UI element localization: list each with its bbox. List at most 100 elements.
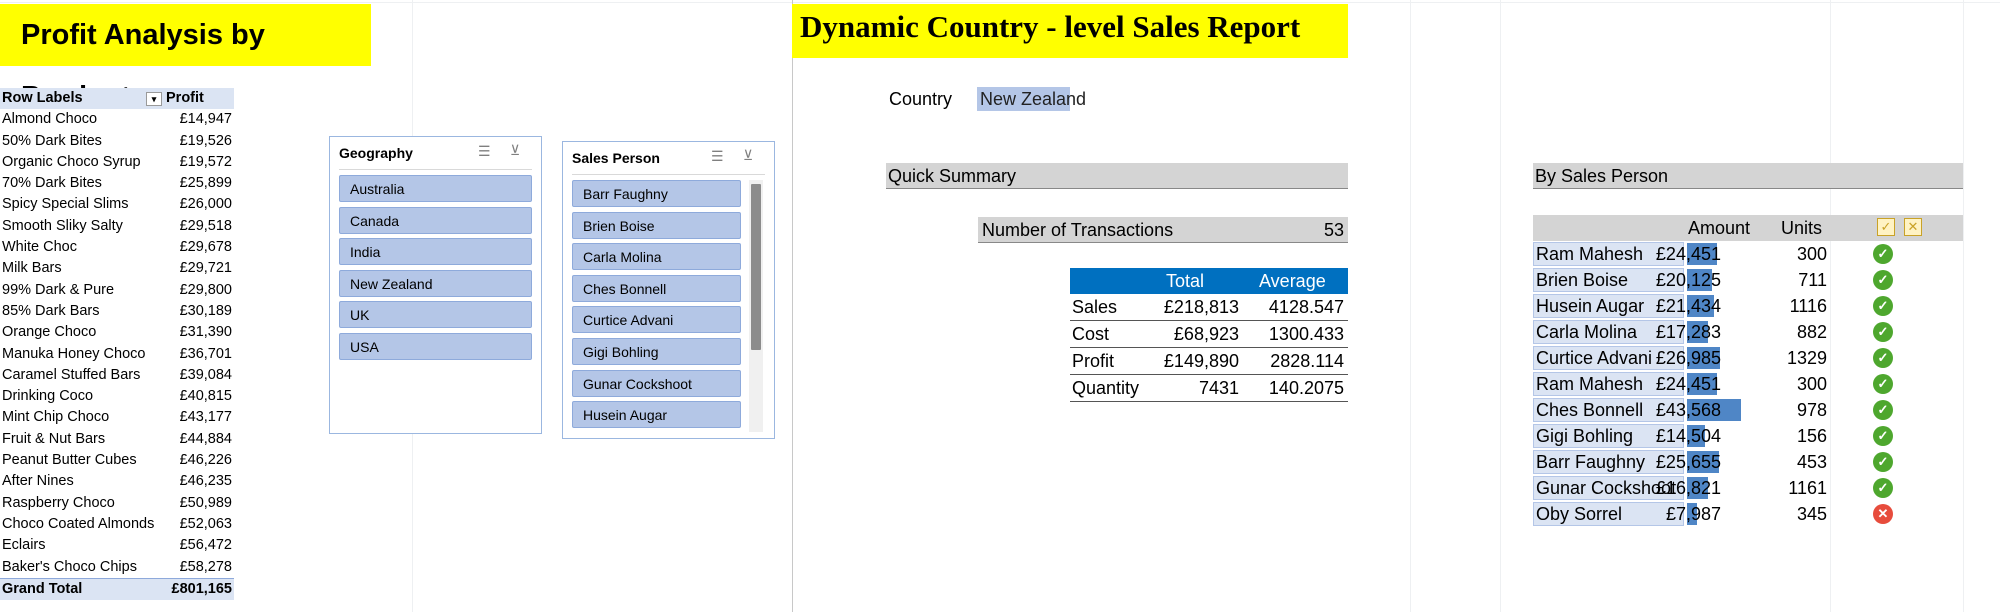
sales-person-slicer-item[interactable]: Gunar Cockshoot <box>572 369 741 397</box>
sales-person-slicer-item[interactable]: Carla Molina <box>572 243 741 271</box>
country-input[interactable]: New Zealand <box>977 87 1087 111</box>
pivot-row[interactable]: 50% Dark Bites £19,526 <box>0 131 234 152</box>
clear-filter-icon[interactable]: ⊻ <box>510 142 521 158</box>
sales-person-amount: £26,985 <box>1655 348 1721 368</box>
pivot-row[interactable]: Drinking Coco £40,815 <box>0 386 234 407</box>
pivot-row[interactable]: 85% Dark Bars £30,189 <box>0 301 234 322</box>
pivot-header-row: Row Labels ▾ Profit <box>0 88 234 110</box>
summary-row: Sales £218,813 4128.547 <box>1070 294 1348 321</box>
pivot-row-label: 50% Dark Bites <box>2 132 102 149</box>
pivot-row[interactable]: After Nines £46,235 <box>0 471 234 492</box>
sales-person-amount: £24,451 <box>1655 374 1721 394</box>
check-circle-icon: ✓ <box>1873 270 1893 290</box>
geography-slicer-item[interactable]: Australia <box>339 175 532 202</box>
cross-filter-icon[interactable]: ✕ <box>1904 218 1922 236</box>
pivot-row[interactable]: Almond Choco £14,947 <box>0 109 234 130</box>
sales-person-row: Barr Faughny £25,655 453 ✓ <box>1533 449 1961 475</box>
summary-row: Quantity 7431 140.2075 <box>1070 375 1348 402</box>
amount-data-bar <box>1687 399 1741 421</box>
pivot-row[interactable]: Baker's Choco Chips £58,278 <box>0 557 234 578</box>
check-circle-icon: ✓ <box>1873 296 1893 316</box>
total-col-header: Total <box>1166 271 1205 291</box>
sales-person-slicer-item[interactable]: Husein Augar <box>572 401 741 429</box>
sales-person-slicer-item[interactable]: Barr Faughny <box>572 180 741 207</box>
check-circle-icon: ✓ <box>1873 374 1893 394</box>
geography-slicer[interactable]: Geography ☰ ⊻ Australia Canada India New Ze… <box>329 136 542 434</box>
slicer-scrollbar[interactable] <box>749 180 763 432</box>
geography-slicer-item[interactable]: UK <box>339 301 532 328</box>
check-circle-icon: ✓ <box>1873 322 1893 342</box>
sales-person-row: Ches Bonnell £43,568 978 ✓ <box>1533 397 1961 423</box>
pivot-row-value: £30,189 <box>179 302 232 319</box>
sales-person-name: Ram Mahesh <box>1533 242 1684 266</box>
clear-filter-icon[interactable]: ⊻ <box>743 147 754 163</box>
sales-person-name: Gunar Cockshoot <box>1533 476 1684 500</box>
pivot-row-label: Spicy Special Slims <box>2 196 129 213</box>
sales-person-row: Brien Boise £20,125 711 ✓ <box>1533 267 1961 293</box>
sales-person-amount: £20,125 <box>1655 270 1721 290</box>
pivot-row[interactable]: Milk Bars £29,721 <box>0 258 234 279</box>
pivot-row[interactable]: Peanut Butter Cubes £46,226 <box>0 450 234 471</box>
amount-data-bar <box>1687 347 1720 369</box>
pivot-row[interactable]: Choco Coated Almonds £52,063 <box>0 514 234 535</box>
amount-data-bar <box>1687 477 1708 499</box>
geography-slicer-item[interactable]: USA <box>339 332 532 360</box>
pivot-row[interactable]: 99% Dark & Pure £29,800 <box>0 280 234 301</box>
sales-person-name: Barr Faughny <box>1533 450 1684 474</box>
profit-header: Profit <box>166 90 204 106</box>
pivot-row[interactable]: Mint Chip Choco £43,177 <box>0 407 234 428</box>
amount-col-header: Amount <box>1688 218 1751 238</box>
pivot-row-label: Smooth Sliky Salty <box>2 217 123 234</box>
slicer-scroll-thumb[interactable] <box>751 184 761 350</box>
pivot-row-label: Baker's Choco Chips <box>2 558 137 575</box>
pivot-row[interactable]: Fruit & Nut Bars £44,884 <box>0 429 234 450</box>
row-labels-header[interactable]: Row Labels <box>2 90 83 106</box>
sales-person-slicer-item[interactable]: Curtice Advani <box>572 306 741 334</box>
pivot-row-value: £43,177 <box>179 409 232 426</box>
geography-slicer-item[interactable]: India <box>339 238 532 265</box>
geography-slicer-item[interactable]: Canada <box>339 206 532 234</box>
sales-person-units: 300 <box>1796 374 1827 394</box>
sales-person-slicer-item[interactable]: Gigi Bohling <box>572 338 741 365</box>
pivot-row-label: Manuka Honey Choco <box>2 345 146 362</box>
sales-person-units: 882 <box>1796 322 1827 342</box>
pivot-row-label: 85% Dark Bars <box>2 302 100 319</box>
pivot-row[interactable]: Raspberry Choco £50,989 <box>0 493 234 514</box>
pivot-row[interactable]: Smooth Sliky Salty £29,518 <box>0 216 234 237</box>
pivot-row[interactable]: Organic Choco Syrup £19,572 <box>0 152 234 173</box>
sales-person-amount: £25,655 <box>1655 452 1721 472</box>
transactions-row: Number of Transactions 53 <box>978 217 1348 243</box>
pivot-row[interactable]: Orange Choco £31,390 <box>0 322 234 343</box>
pivot-row-label: Choco Coated Almonds <box>2 515 155 532</box>
pivot-row[interactable]: 70% Dark Bites £25,899 <box>0 173 234 194</box>
pivot-row-value: £39,084 <box>179 366 232 383</box>
summary-table-header: Total Average <box>1070 268 1348 294</box>
check-circle-icon: ✓ <box>1873 400 1893 420</box>
geography-slicer-item[interactable]: New Zealand <box>339 269 532 297</box>
sales-person-name: Carla Molina <box>1533 320 1684 344</box>
transactions-label: Number of Transactions <box>982 220 1174 240</box>
sort-filter-icon[interactable]: ▾ <box>146 92 162 106</box>
pivot-row[interactable]: Eclairs £56,472 <box>0 535 234 556</box>
sales-person-slicer[interactable]: Sales Person ☰ ⊻ Barr Faughny Brien Boise… <box>562 141 775 439</box>
sales-person-units: 711 <box>1798 270 1827 290</box>
transactions-value: 53 <box>1323 220 1344 240</box>
multi-select-icon[interactable]: ☰ <box>711 148 724 164</box>
summary-row-total: £149,890 <box>1163 351 1239 371</box>
amount-data-bar <box>1687 503 1697 525</box>
pivot-row[interactable]: Spicy Special Slims £26,000 <box>0 194 234 215</box>
pivot-row-value: £31,390 <box>179 324 232 341</box>
sales-person-slicer-item[interactable]: Brien Boise <box>572 211 741 239</box>
pivot-row[interactable]: Caramel Stuffed Bars £39,084 <box>0 365 234 386</box>
pivot-row-label: After Nines <box>2 473 74 490</box>
quick-summary-header: Quick Summary <box>886 163 1348 189</box>
sales-person-slicer-item[interactable]: Ches Bonnell <box>572 274 741 302</box>
pivot-row[interactable]: White Choc £29,678 <box>0 237 234 258</box>
pivot-row[interactable]: Manuka Honey Choco £36,701 <box>0 344 234 365</box>
pivot-row-value: £29,721 <box>179 260 232 277</box>
pivot-row-value: £44,884 <box>179 430 232 447</box>
check-filter-icon[interactable]: ✓ <box>1877 218 1895 236</box>
summary-table: Total Average Sales £218,813 4128.547 Cost £… <box>1070 268 1348 402</box>
sales-person-units: 453 <box>1796 452 1827 472</box>
multi-select-icon[interactable]: ☰ <box>478 143 491 159</box>
